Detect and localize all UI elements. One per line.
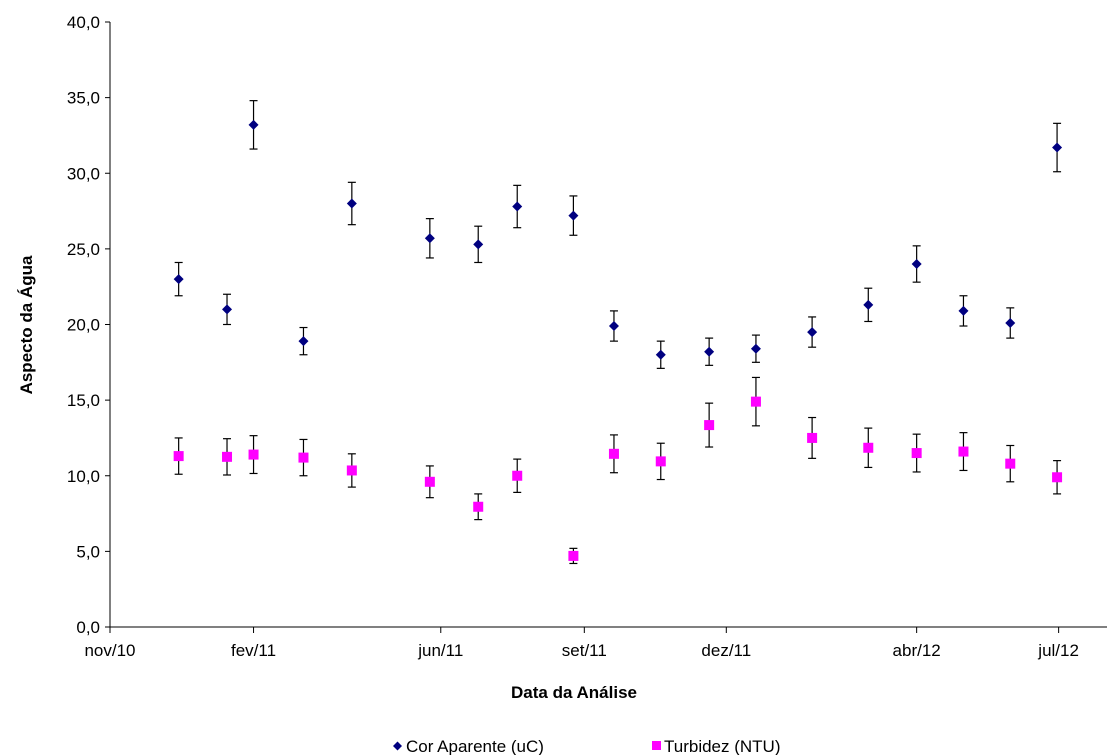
x-tick-label: fev/11 bbox=[231, 641, 276, 660]
data-point-square bbox=[750, 396, 761, 407]
data-point-square bbox=[346, 465, 357, 476]
y-axis-title: Aspecto da Água bbox=[17, 255, 36, 394]
data-point-square bbox=[958, 446, 969, 457]
data-point-square bbox=[568, 550, 579, 561]
data-point-square bbox=[473, 501, 484, 512]
data-point-diamond bbox=[1005, 317, 1016, 328]
data-point-diamond bbox=[704, 346, 715, 357]
x-tick-label: dez/11 bbox=[701, 641, 751, 660]
x-tick-label: nov/10 bbox=[84, 641, 135, 660]
y-tick-label: 0,0 bbox=[76, 618, 100, 637]
y-tick-label: 35,0 bbox=[67, 89, 100, 108]
series-2 bbox=[173, 376, 1063, 565]
data-point-diamond bbox=[911, 259, 922, 269]
data-point-square bbox=[807, 432, 818, 443]
legend-diamond-marker bbox=[393, 741, 402, 751]
data-point-square bbox=[608, 448, 619, 459]
data-point-diamond bbox=[512, 201, 523, 212]
data-point-diamond bbox=[424, 233, 435, 244]
series-1 bbox=[173, 100, 1063, 369]
data-point-diamond bbox=[608, 321, 619, 332]
data-point-diamond bbox=[568, 210, 579, 221]
y-tick-label: 40,0 bbox=[67, 13, 100, 32]
y-tick-label: 30,0 bbox=[67, 164, 100, 183]
data-point-diamond bbox=[248, 119, 259, 130]
data-point-square bbox=[1005, 458, 1016, 469]
data-point-diamond bbox=[807, 327, 818, 338]
y-tick-label: 25,0 bbox=[67, 240, 100, 259]
legend-label-series-1: Cor Aparente (uC) bbox=[406, 737, 544, 755]
data-point-square bbox=[298, 452, 309, 463]
x-tick-label: abr/12 bbox=[893, 641, 941, 660]
y-axis-ticks: 0,0 5,0 10,0 15,0 20,0 25,0 30,0 35,0 40,0 bbox=[67, 13, 110, 637]
data-point-diamond bbox=[222, 304, 233, 315]
data-point-diamond bbox=[750, 343, 761, 354]
data-point-square bbox=[704, 420, 715, 431]
x-tick-label: jul/12 bbox=[1037, 641, 1079, 660]
data-point-diamond bbox=[298, 336, 309, 347]
y-tick-label: 10,0 bbox=[67, 467, 100, 486]
data-point-square bbox=[655, 456, 666, 467]
data-point-diamond bbox=[1052, 142, 1063, 153]
x-tick-label: set/11 bbox=[562, 641, 607, 660]
x-tick-label: jun/11 bbox=[417, 641, 463, 660]
data-point-diamond bbox=[346, 198, 357, 209]
y-tick-label: 5,0 bbox=[76, 542, 100, 561]
data-point-square bbox=[173, 451, 184, 462]
y-tick-label: 15,0 bbox=[67, 391, 100, 410]
legend: Cor Aparente (uC) Turbidez (NTU) bbox=[393, 737, 781, 755]
data-point-square bbox=[911, 448, 922, 459]
data-point-square bbox=[222, 451, 233, 462]
legend-item-series-1: Cor Aparente (uC) bbox=[393, 737, 544, 755]
data-marks bbox=[173, 100, 1063, 565]
y-tick-label: 20,0 bbox=[67, 316, 100, 335]
data-point-diamond bbox=[958, 305, 969, 316]
data-point-square bbox=[1052, 472, 1063, 483]
legend-square-marker bbox=[652, 741, 661, 750]
x-axis-title: Data da Análise bbox=[511, 683, 637, 702]
data-point-diamond bbox=[655, 349, 666, 360]
legend-item-series-2: Turbidez (NTU) bbox=[652, 737, 781, 755]
data-point-square bbox=[512, 470, 523, 481]
data-point-square bbox=[248, 449, 259, 460]
data-point-diamond bbox=[173, 274, 184, 285]
x-axis-ticks: nov/10 fev/11 jun/11 set/11 dez/11 abr/12 jul/… bbox=[84, 627, 1079, 660]
data-point-diamond bbox=[473, 239, 484, 250]
data-point-square bbox=[424, 476, 435, 487]
data-point-square bbox=[863, 442, 874, 453]
data-point-diamond bbox=[863, 299, 874, 310]
legend-label-series-2: Turbidez (NTU) bbox=[664, 737, 781, 755]
